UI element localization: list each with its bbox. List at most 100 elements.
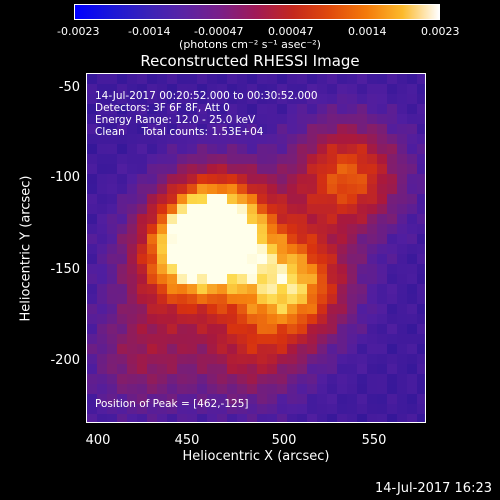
heatmap-cell bbox=[257, 194, 267, 204]
heatmap-cell bbox=[257, 264, 267, 274]
heatmap-cell bbox=[197, 104, 207, 114]
heatmap-cell bbox=[257, 214, 267, 224]
heatmap-cell bbox=[357, 274, 367, 284]
heatmap-cell bbox=[87, 254, 97, 264]
heatmap-cell bbox=[277, 234, 287, 244]
heatmap-cell bbox=[177, 314, 187, 324]
heatmap-cell bbox=[217, 84, 227, 94]
heatmap-cell bbox=[207, 294, 217, 304]
heatmap-cell bbox=[227, 114, 237, 124]
heatmap-cell bbox=[177, 184, 187, 194]
heatmap-cell bbox=[207, 254, 217, 264]
heatmap-cell bbox=[157, 304, 167, 314]
heatmap-cell bbox=[287, 204, 297, 214]
heatmap-cell bbox=[337, 234, 347, 244]
heatmap-cell bbox=[337, 144, 347, 154]
heatmap-cell bbox=[387, 114, 397, 124]
heatmap-cell bbox=[137, 354, 147, 364]
heatmap-cell bbox=[387, 84, 397, 94]
heatmap-cell bbox=[417, 394, 425, 404]
heatmap-cell bbox=[107, 74, 117, 84]
heatmap-cell bbox=[247, 104, 257, 114]
heatmap-cell bbox=[217, 314, 227, 324]
heatmap-cell bbox=[397, 264, 407, 274]
heatmap-cell bbox=[87, 364, 97, 374]
heatmap-cell bbox=[397, 224, 407, 234]
heatmap-cell bbox=[237, 314, 247, 324]
heatmap-cell bbox=[97, 414, 107, 422]
heatmap-cell bbox=[137, 334, 147, 344]
heatmap-cell bbox=[297, 224, 307, 234]
heatmap-cell bbox=[257, 154, 267, 164]
heatmap-cell bbox=[167, 114, 177, 124]
heatmap-cell bbox=[397, 364, 407, 374]
heatmap-cell bbox=[307, 294, 317, 304]
heatmap-cell bbox=[147, 104, 157, 114]
heatmap-cell bbox=[377, 164, 387, 174]
heatmap-cell bbox=[177, 204, 187, 214]
heatmap-cell bbox=[287, 234, 297, 244]
heatmap-cell bbox=[327, 374, 337, 384]
heatmap-cell bbox=[137, 74, 147, 84]
heatmap-cell bbox=[377, 404, 387, 414]
heatmap-cell bbox=[117, 134, 127, 144]
heatmap-cell bbox=[97, 124, 107, 134]
heatmap-cell bbox=[267, 364, 277, 374]
heatmap-cell bbox=[317, 254, 327, 264]
heatmap-cell bbox=[407, 404, 417, 414]
heatmap-cell bbox=[327, 244, 337, 254]
heatmap-cell bbox=[167, 354, 177, 364]
heatmap-cell bbox=[147, 234, 157, 244]
heatmap-cell bbox=[367, 144, 377, 154]
heatmap-cell bbox=[377, 354, 387, 364]
heatmap-cell bbox=[207, 144, 217, 154]
heatmap-cell bbox=[237, 244, 247, 254]
heatmap-cell bbox=[287, 254, 297, 264]
heatmap-cell bbox=[87, 304, 97, 314]
heatmap-cell bbox=[227, 294, 237, 304]
heatmap-cell bbox=[167, 144, 177, 154]
heatmap-cell bbox=[237, 234, 247, 244]
heatmap-cell bbox=[227, 214, 237, 224]
heatmap-cell bbox=[297, 194, 307, 204]
heatmap-cell bbox=[327, 114, 337, 124]
heatmap-cell bbox=[127, 364, 137, 374]
heatmap-cell bbox=[307, 154, 317, 164]
heatmap-cell bbox=[117, 244, 127, 254]
heatmap-cell bbox=[397, 124, 407, 134]
heatmap-cell bbox=[257, 334, 267, 344]
heatmap-cell bbox=[137, 114, 147, 124]
heatmap-cell bbox=[177, 294, 187, 304]
heatmap-cell bbox=[267, 194, 277, 204]
heatmap-cell bbox=[207, 194, 217, 204]
heatmap-cell bbox=[167, 364, 177, 374]
heatmap-cell bbox=[297, 144, 307, 154]
heatmap-cell bbox=[87, 184, 97, 194]
heatmap-cell bbox=[127, 344, 137, 354]
heatmap-cell bbox=[347, 124, 357, 134]
heatmap-cell bbox=[247, 114, 257, 124]
heatmap-cell bbox=[267, 114, 277, 124]
heatmap-cell bbox=[257, 274, 267, 284]
heatmap-cell bbox=[227, 414, 237, 422]
heatmap-cell bbox=[267, 204, 277, 214]
heatmap-cell bbox=[137, 254, 147, 264]
heatmap-cell bbox=[327, 254, 337, 264]
heatmap-cell bbox=[367, 244, 377, 254]
heatmap-cell bbox=[417, 134, 425, 144]
heatmap-cell bbox=[397, 374, 407, 384]
heatmap-cell bbox=[227, 304, 237, 314]
heatmap-cell bbox=[127, 174, 137, 184]
heatmap-cell bbox=[167, 294, 177, 304]
heatmap-cell bbox=[337, 184, 347, 194]
heatmap-cell bbox=[357, 394, 367, 404]
heatmap-cell bbox=[397, 274, 407, 284]
heatmap-cell bbox=[347, 344, 357, 354]
heatmap-cell bbox=[287, 214, 297, 224]
heatmap-cell bbox=[157, 384, 167, 394]
heatmap-cell bbox=[397, 404, 407, 414]
heatmap-cell bbox=[277, 344, 287, 354]
heatmap-cell bbox=[327, 154, 337, 164]
heatmap-cell bbox=[347, 164, 357, 174]
heatmap-cell bbox=[287, 344, 297, 354]
